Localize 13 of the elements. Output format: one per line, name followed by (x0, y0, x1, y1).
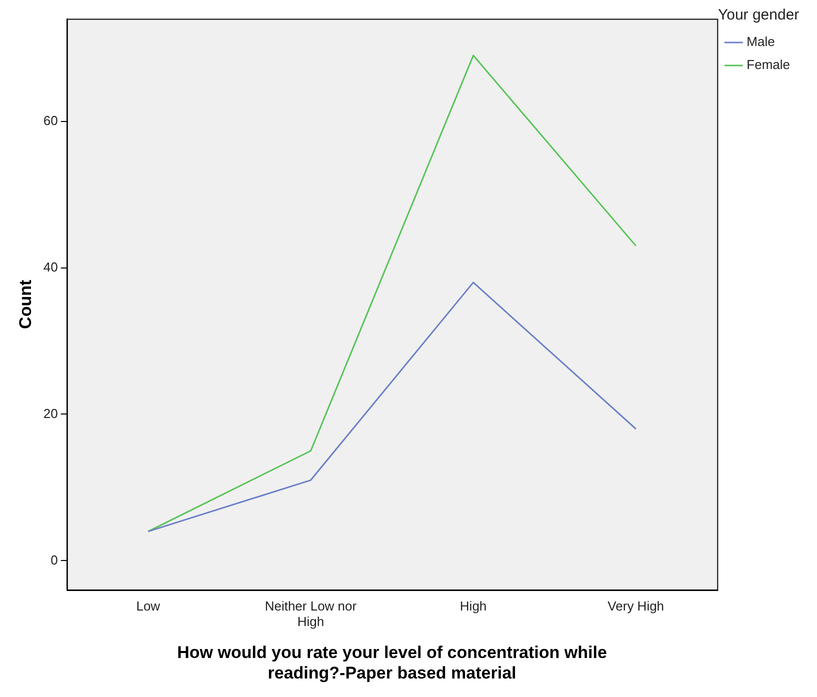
x-tick-label: Very High (608, 598, 664, 614)
x-axis-title: How would you rate your level of concentration while reading?-Paper based material (177, 643, 607, 682)
y-tick-label: 60 (43, 112, 58, 128)
y-tick-label: 20 (43, 406, 58, 421)
legend-label: Female (746, 57, 790, 72)
legend-title: Your gender (718, 6, 800, 24)
legend-label: Male (746, 34, 775, 50)
y-tick-label: 40 (43, 259, 58, 274)
x-tick-label: Low (136, 598, 161, 614)
x-tick-label: Neither Low nor High (264, 598, 358, 629)
y-tick-label: 0 (50, 552, 58, 568)
y-axis-title: Count (16, 280, 35, 329)
x-tick-label: High (460, 598, 487, 614)
